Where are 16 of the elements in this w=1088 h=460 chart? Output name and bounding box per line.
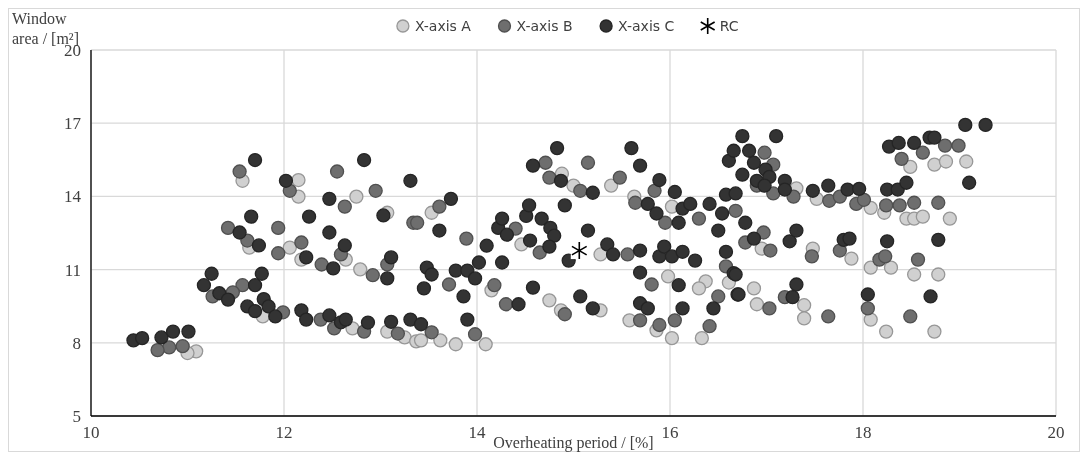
x-tick-label: 18 [854, 423, 872, 442]
x-tick-label: 10 [82, 423, 100, 442]
legend-label: X-axis A [414, 17, 472, 34]
y-tick-label: 11 [64, 260, 81, 280]
legend-label: X-axis C [618, 17, 675, 34]
x-tick-label: 14 [468, 423, 486, 442]
y-tick-label: 14 [64, 187, 82, 207]
x-tick-label: 16 [661, 423, 679, 442]
x-axis-title: Overheating period / [%] [493, 434, 654, 452]
y-tick-label: 5 [72, 406, 81, 426]
x-tick-label: 12 [275, 423, 293, 442]
legend-label: RC [719, 17, 739, 34]
x-tick-label: 20 [1047, 423, 1065, 442]
legend-label: X-axis B [516, 17, 573, 34]
y-tick-label: 8 [72, 333, 81, 353]
y-tick-label: 17 [64, 114, 82, 134]
